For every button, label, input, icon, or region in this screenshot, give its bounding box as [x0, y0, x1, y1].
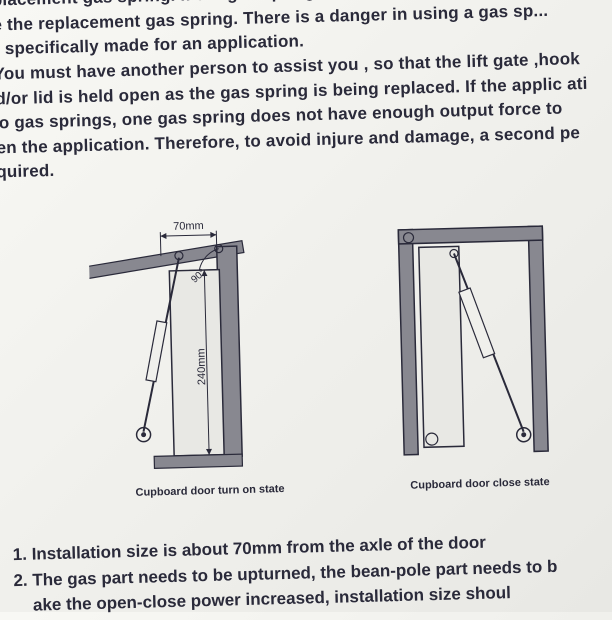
text-line: ot specifically made for an application. — [0, 32, 304, 59]
diagram-row: 90° 70mm 240mm Cupboard — [0, 203, 612, 503]
numbered-list: Installation size is about 70mm from the… — [0, 525, 612, 620]
diagram-caption: Cupboard door close state — [410, 476, 550, 492]
svg-text:70mm: 70mm — [173, 220, 204, 233]
diagram-caption: Cupboard door turn on state — [135, 483, 284, 499]
text-line: equired. — [0, 161, 55, 182]
diagram-closed-state: Cupboard door close state — [388, 206, 565, 492]
svg-text:240mm: 240mm — [195, 348, 208, 385]
instruction-paragraph: eplacement gas spring. If the gas spring… — [0, 0, 612, 186]
diagram-open-state: 90° 70mm 240mm Cupboard — [88, 212, 325, 500]
